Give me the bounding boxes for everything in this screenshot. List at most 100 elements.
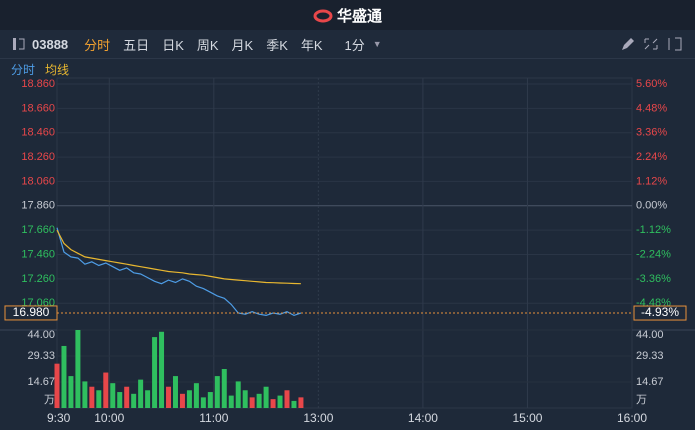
volume-bar <box>61 345 67 408</box>
volume-bar <box>152 337 158 408</box>
volume-bar <box>298 397 304 408</box>
volume-bar <box>110 383 116 408</box>
volume-bar <box>75 330 81 408</box>
period-tab[interactable]: 季K <box>266 37 288 53</box>
y-tick-label: 17.060 <box>21 297 55 309</box>
vol-tick-label-right: 44.00 <box>636 329 664 341</box>
volume-bar <box>89 386 95 408</box>
volume-bar <box>145 390 151 408</box>
price-line <box>56 227 302 317</box>
y-tick-label: 17.460 <box>21 248 55 260</box>
volume-bar <box>193 383 199 408</box>
volume-bar <box>179 393 185 408</box>
volume-bar <box>263 386 269 408</box>
x-tick-label: 16:00 <box>617 411 647 425</box>
volume-bar <box>284 390 290 408</box>
vol-unit-right: 万 <box>636 394 647 406</box>
volume-bar <box>82 381 88 408</box>
vol-tick-label: 29.33 <box>27 350 55 362</box>
x-tick-label: 11:00 <box>199 411 228 425</box>
period-tab[interactable]: 日K <box>162 37 184 53</box>
panel-icon[interactable] <box>668 37 682 51</box>
vol-tick-label-right: 29.33 <box>636 350 664 362</box>
collapse-icon[interactable] <box>12 37 26 51</box>
volume-bar <box>277 395 283 408</box>
fullscreen-icon[interactable] <box>644 38 658 50</box>
x-tick-label: 14:00 <box>408 411 438 425</box>
last-change: -4.93% <box>641 305 679 319</box>
volume-bar <box>68 376 74 408</box>
period-tab[interactable]: 年K <box>300 37 323 53</box>
volume-bar <box>159 331 165 408</box>
vol-tick-label: 44.00 <box>27 329 55 341</box>
period-tab[interactable]: 周K <box>196 37 219 53</box>
period-tabs: 分时 五日 日K 周K 月K 季K 年K <box>84 35 322 54</box>
y-tick-label: 18.260 <box>21 151 55 163</box>
y2-tick-label: 0.00% <box>636 200 667 212</box>
last-price: 16.980 <box>13 305 50 319</box>
stock-code: 03888 <box>32 36 69 52</box>
y2-tick-label: 3.36% <box>636 127 667 139</box>
legend-price[interactable]: 分时 <box>11 62 36 77</box>
period-tab[interactable]: 月K <box>231 37 254 53</box>
volume-bar <box>249 397 255 408</box>
y2-tick-label: -4.48% <box>636 297 671 309</box>
y-tick-label: 17.860 <box>21 200 55 212</box>
vol-tick-label-right: 14.67 <box>636 376 664 388</box>
volume-bar <box>172 376 178 408</box>
x-tick-label: 15:00 <box>512 411 542 425</box>
volume-bar <box>117 392 123 408</box>
indicator-tabs: 分时 均线 <box>0 59 695 79</box>
volume-bar <box>200 397 206 408</box>
volume-bar <box>221 369 227 408</box>
y2-tick-label: -1.12% <box>636 224 671 236</box>
y2-tick-label: 2.24% <box>636 151 667 163</box>
volume-bar <box>186 390 192 408</box>
volume-bar <box>235 381 241 408</box>
interval-select[interactable]: 1分 <box>344 37 365 53</box>
last-price-box <box>4 305 58 321</box>
volume-bar <box>124 386 130 408</box>
y-tick-label: 18.860 <box>21 78 55 90</box>
y-tick-label: 18.060 <box>21 175 55 187</box>
volume-bar <box>242 390 248 408</box>
toolbar: 03888 分时 五日 日K 周K 月K 季K 年K 1分 ▼ <box>0 30 695 59</box>
vol-tick-label: 14.67 <box>27 376 55 388</box>
x-tick-label: 13:00 <box>303 411 333 425</box>
price-line <box>56 229 301 285</box>
dropdown-arrow[interactable]: ▼ <box>372 39 382 49</box>
volume-bar <box>291 400 297 408</box>
y2-tick-label: 4.48% <box>636 102 667 114</box>
volume-bar <box>270 399 276 408</box>
logo: 华盛通 <box>336 7 382 25</box>
volume-bar <box>228 395 234 408</box>
y2-tick-label: 1.12% <box>636 175 667 187</box>
volume-bar <box>54 363 60 408</box>
volume-bar <box>96 390 102 408</box>
tool-icons <box>622 37 682 51</box>
x-tick-label: 9:30 <box>47 411 71 425</box>
x-tick-label: 10:00 <box>94 411 124 425</box>
period-tab[interactable]: 分时 <box>84 37 111 53</box>
logo-icon <box>313 9 333 23</box>
legend-average[interactable]: 均线 <box>45 62 70 77</box>
y2-tick-label: 5.60% <box>636 78 667 90</box>
last-change-box <box>633 305 687 321</box>
y-tick-label: 17.260 <box>21 273 55 285</box>
draw-icon[interactable] <box>622 38 634 50</box>
volume-bar <box>166 386 172 408</box>
y-tick-label: 17.660 <box>21 224 55 236</box>
y-tick-label: 18.460 <box>21 127 55 139</box>
y-tick-label: 18.660 <box>21 102 55 114</box>
vol-unit: 万 <box>44 394 55 406</box>
volume-bar <box>103 372 109 408</box>
y2-tick-label: -2.24% <box>636 248 671 260</box>
volume-bar <box>138 379 144 408</box>
volume-bar <box>256 393 262 408</box>
app-header: 华盛通 <box>0 0 695 30</box>
volume-bar <box>207 392 213 408</box>
period-tab[interactable]: 五日 <box>123 37 150 53</box>
volume-bar <box>214 376 220 408</box>
volume-bar <box>131 393 137 408</box>
